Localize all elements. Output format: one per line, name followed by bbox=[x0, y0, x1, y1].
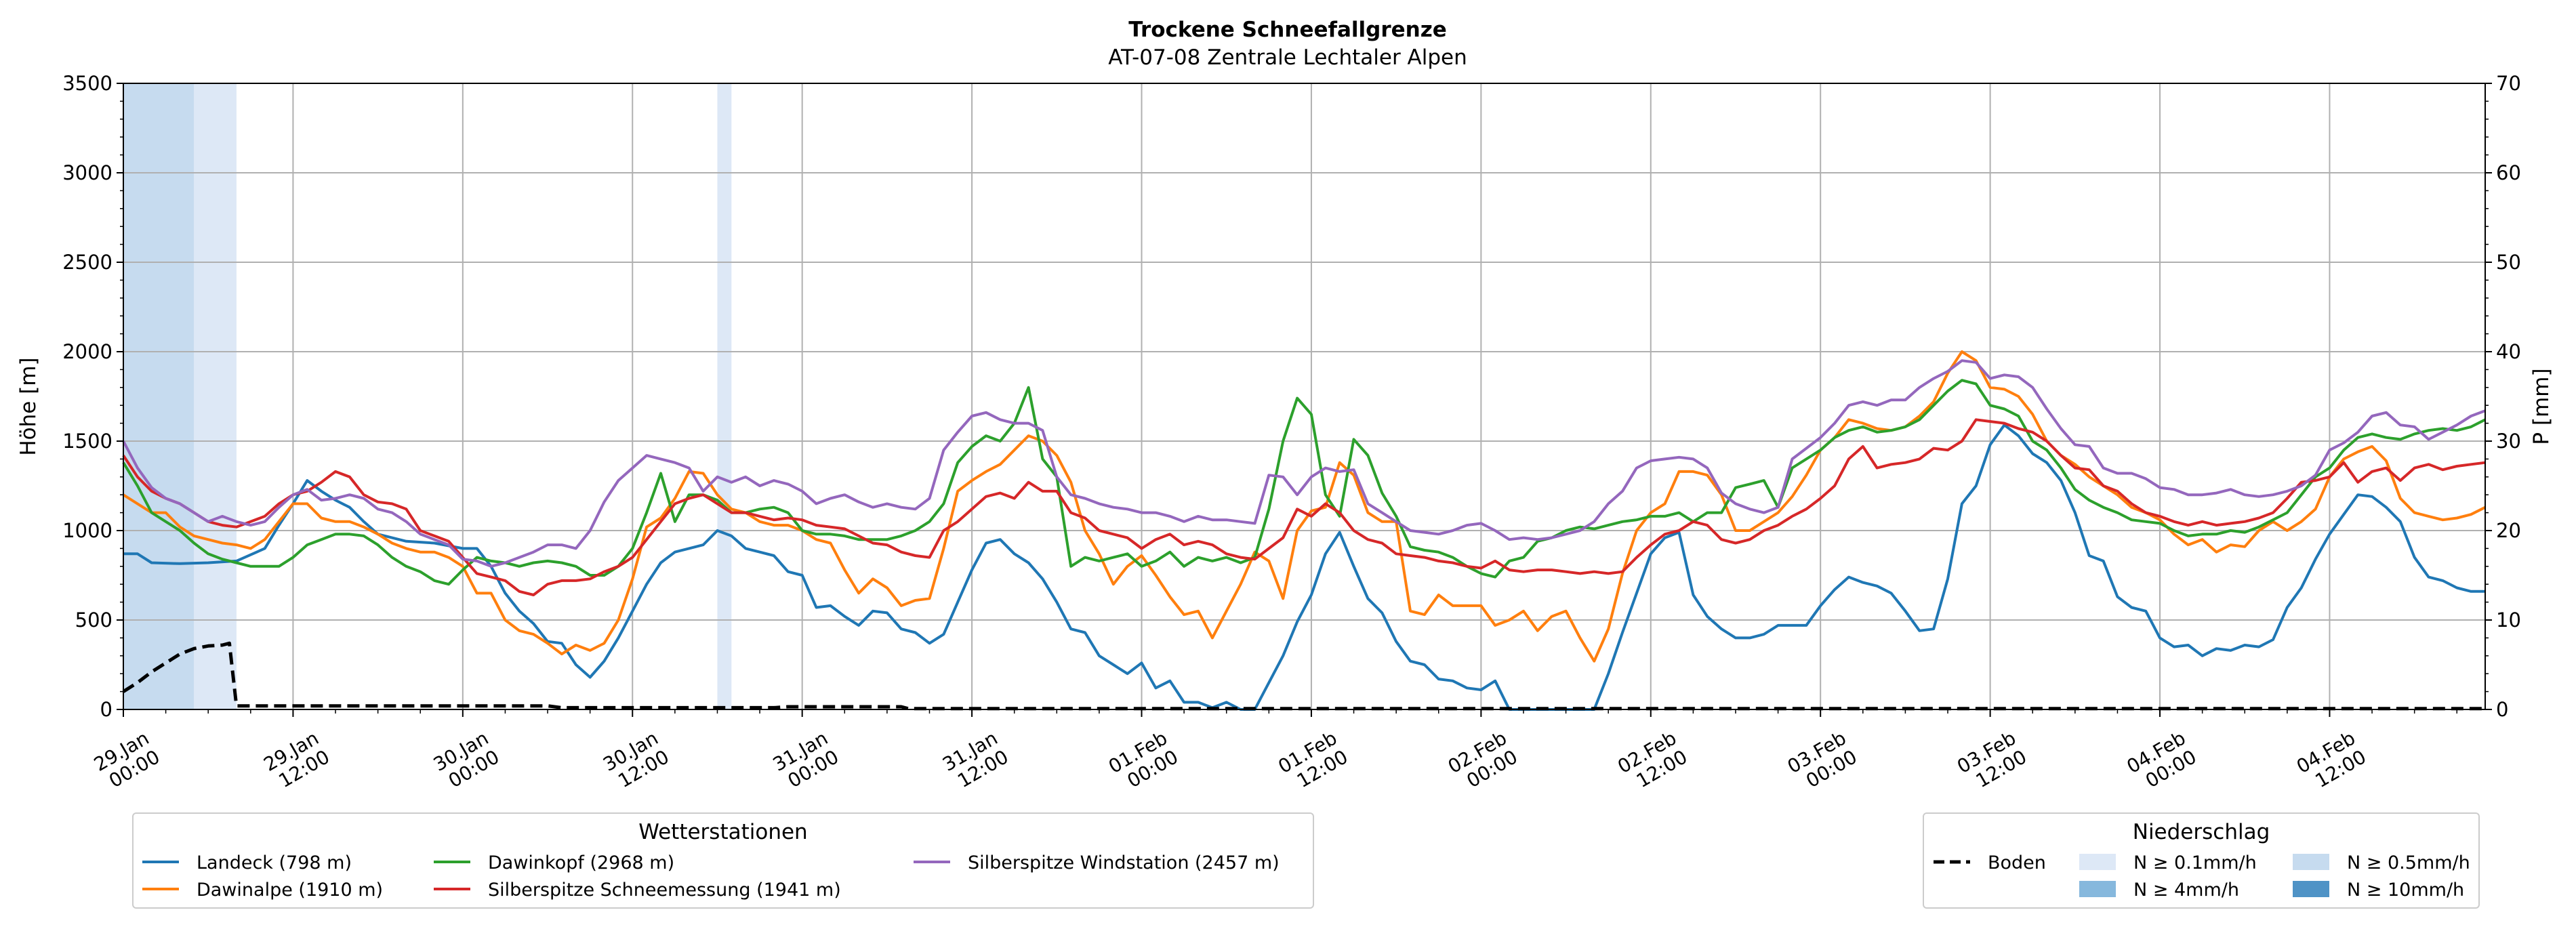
legend-precip: Niederschlag Boden N ≥ 0.1mm/h N ≥ 4mm/h N … bbox=[1923, 812, 2480, 909]
series-line-boden bbox=[122, 641, 2485, 711]
x-tick-label: 02.Feb12:00 bbox=[1614, 726, 1691, 796]
x-tick-label: 31.Jan00:00 bbox=[769, 726, 842, 794]
series-line-dawinalpe-1910-m bbox=[122, 350, 2486, 663]
x-tick-label: 03.Feb12:00 bbox=[1953, 726, 2030, 796]
legend-label-boden: Boden bbox=[1988, 852, 2046, 873]
plot-area bbox=[122, 83, 2486, 711]
legend-precip-box bbox=[1923, 812, 2480, 909]
y2-tick-label: 0 bbox=[2496, 698, 2508, 721]
legend-swatch-n-0-5mm-h bbox=[2293, 854, 2329, 870]
legend-label-n-4mm-h: N ≥ 4mm/h bbox=[2133, 880, 2239, 901]
legend-label-n-10mm-h: N ≥ 10mm/h bbox=[2347, 880, 2464, 901]
plot-frame bbox=[123, 83, 2486, 710]
x-tick-label: 30.Jan00:00 bbox=[430, 726, 503, 794]
precip-band-2 bbox=[717, 83, 732, 709]
y2-tick-label: 50 bbox=[2496, 251, 2521, 274]
y-tick-label: 1500 bbox=[62, 430, 113, 453]
legend-label-silberspitze-schneemessung-1941-m: Silberspitze Schneemessung (1941 m) bbox=[488, 880, 841, 901]
y2-tick-label: 40 bbox=[2496, 340, 2521, 363]
series-line-landeck-798-m bbox=[123, 424, 2485, 711]
y-tick-label: 0 bbox=[100, 698, 113, 721]
chart-subtitle: AT-07-08 Zentrale Lechtaler Alpen bbox=[1108, 45, 1467, 70]
legend-stations-title: Wetterstationen bbox=[638, 820, 807, 844]
y-tick-label: 3000 bbox=[62, 161, 113, 184]
legend-stations-box bbox=[132, 812, 1314, 909]
y2-tick-label: 20 bbox=[2496, 519, 2521, 542]
x-tick-label: 04.Feb12:00 bbox=[2293, 726, 2370, 796]
series-line-dawinkopf-2968-m bbox=[122, 379, 2486, 586]
legend-label-dawinalpe-1910-m: Dawinalpe (1910 m) bbox=[197, 880, 383, 901]
legend-label-landeck-798-m: Landeck (798 m) bbox=[197, 852, 352, 873]
y-tick-label: 500 bbox=[75, 608, 113, 632]
y2-tick-label: 30 bbox=[2496, 430, 2521, 453]
precip-band-1 bbox=[194, 83, 237, 709]
series-line-silberspitze-schneemessung-1941-m bbox=[122, 418, 2486, 596]
legend-label-silberspitze-windstation-2457-m: Silberspitze Windstation (2457 m) bbox=[968, 852, 1280, 873]
x-tick-label: 30.Jan12:00 bbox=[599, 726, 672, 794]
legend-precip-title: Niederschlag bbox=[2133, 820, 2270, 844]
x-tick-label: 29.Jan00:00 bbox=[90, 726, 163, 794]
y2-tick-label: 10 bbox=[2496, 608, 2521, 632]
legend-label-n-0-5mm-h: N ≥ 0.5mm/h bbox=[2347, 852, 2470, 873]
x-tick-label: 01.Feb12:00 bbox=[1274, 726, 1351, 796]
precip-band-0 bbox=[123, 83, 195, 709]
y-tick-label: 2000 bbox=[62, 340, 113, 363]
x-tick-label: 03.Feb00:00 bbox=[1784, 726, 1861, 796]
y2-axis-label: P [mm] bbox=[2529, 368, 2554, 445]
chart-title: Trockene Schneefallgrenze bbox=[1128, 18, 1447, 42]
legend-label-n-0-1mm-h: N ≥ 0.1mm/h bbox=[2133, 852, 2257, 873]
x-tick-label: 31.Jan12:00 bbox=[939, 726, 1012, 794]
y-tick-label: 3500 bbox=[62, 72, 113, 95]
x-tick-label: 29.Jan12:00 bbox=[260, 726, 333, 794]
x-tick-label: 02.Feb00:00 bbox=[1444, 726, 1521, 796]
x-tick-label: 04.Feb00:00 bbox=[2123, 726, 2201, 796]
y-tick-label: 1000 bbox=[62, 519, 113, 542]
legend-swatch-n-0-1mm-h bbox=[2079, 854, 2116, 870]
series-line-silberspitze-windstation-2457-m bbox=[122, 359, 2486, 568]
y-axis-label: Höhe [m] bbox=[16, 357, 41, 455]
legend-swatch-n-4mm-h bbox=[2079, 881, 2116, 897]
legend-stations: Wetterstationen Landeck (798 m) Dawinalpe… bbox=[132, 812, 1314, 909]
legend-label-dawinkopf-2968-m: Dawinkopf (2968 m) bbox=[488, 852, 674, 873]
y2-tick-label: 60 bbox=[2496, 161, 2521, 184]
x-tick-label: 01.Feb00:00 bbox=[1105, 726, 1182, 796]
legend-swatch-n-10mm-h bbox=[2293, 881, 2329, 897]
y2-tick-label: 70 bbox=[2496, 72, 2521, 95]
y-tick-label: 2500 bbox=[62, 251, 113, 274]
